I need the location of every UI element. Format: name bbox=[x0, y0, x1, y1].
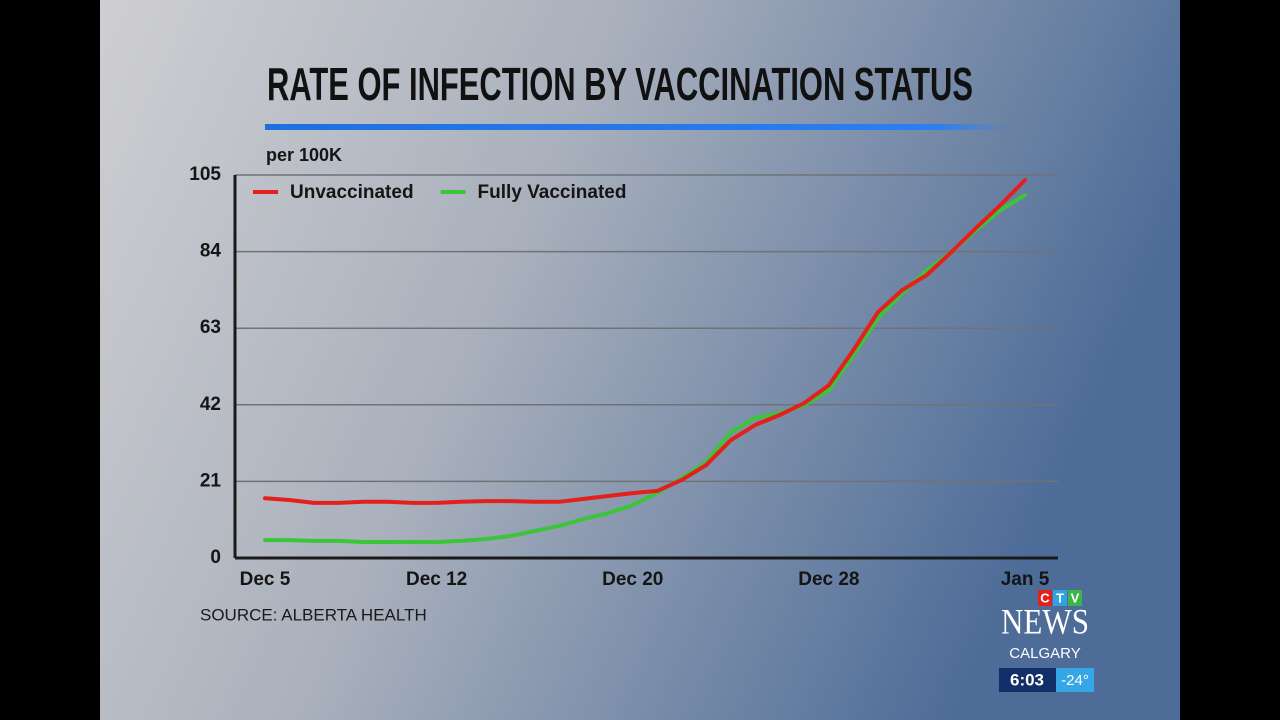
logo-letter: C bbox=[1040, 590, 1050, 605]
plot: 0 21 42 63 84 105 Dec 5 Dec 12 Dec 20 Dec 28 Jan 5… bbox=[189, 164, 1058, 590]
series-line bbox=[263, 178, 1027, 505]
logo-box bbox=[1053, 590, 1067, 606]
legend-label: Unvaccinated bbox=[290, 182, 414, 203]
time: 6:03 bbox=[1010, 670, 1044, 689]
y-tick-label: 21 bbox=[200, 470, 222, 491]
logo-box bbox=[1068, 590, 1082, 606]
logo-city: CALGARY bbox=[1009, 645, 1080, 662]
time-box bbox=[999, 668, 1056, 692]
y-tick-label: 105 bbox=[189, 164, 221, 185]
chart-title: RATE OF INFECTION BY VACCINATION STATUS bbox=[267, 58, 973, 110]
background bbox=[100, 0, 1180, 720]
subtitle: per 100K bbox=[266, 145, 342, 165]
source: SOURCE: ALBERTA HEALTH bbox=[200, 605, 427, 624]
y-tick-label: 63 bbox=[200, 317, 221, 338]
temp-box bbox=[1056, 668, 1094, 692]
legend-label: Fully Vaccinated bbox=[478, 182, 627, 203]
x-tick-label: Dec 20 bbox=[602, 569, 663, 590]
x-tick-label: Dec 5 bbox=[240, 569, 291, 590]
y-tick-label: 84 bbox=[200, 241, 222, 262]
x-tick-label: Jan 5 bbox=[1001, 569, 1050, 590]
logo-brand: NEWS bbox=[1001, 601, 1089, 641]
logo-letter: V bbox=[1071, 590, 1080, 605]
series-line bbox=[263, 193, 1027, 544]
logo-box bbox=[1038, 590, 1052, 606]
y-tick-label: 42 bbox=[200, 394, 221, 415]
logo-letter: T bbox=[1056, 590, 1064, 605]
y-tick-label: 0 bbox=[210, 547, 221, 568]
title-underline bbox=[265, 124, 1010, 130]
x-tick-label: Dec 12 bbox=[406, 569, 467, 590]
x-tick-label: Dec 28 bbox=[798, 569, 859, 590]
temperature: -24° bbox=[1061, 672, 1089, 689]
station-logo: C T V NEWS CALGARY 6:03 -24° bbox=[999, 590, 1094, 692]
